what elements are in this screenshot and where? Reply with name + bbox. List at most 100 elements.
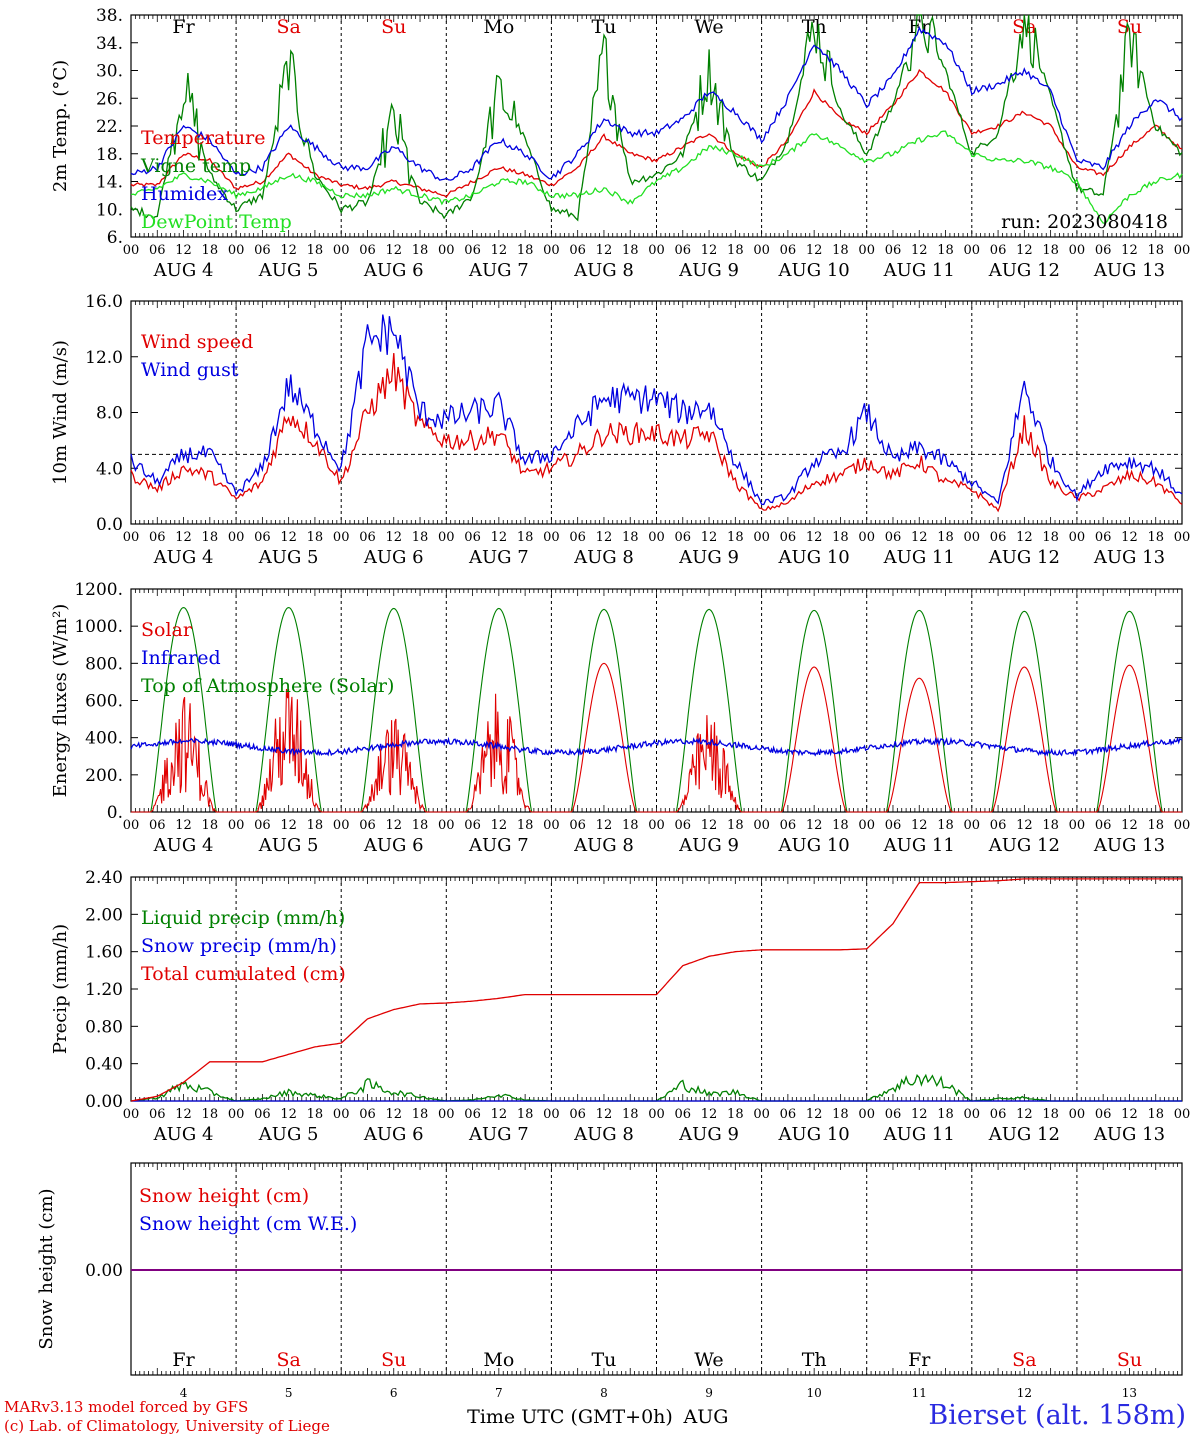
wind-hour-label: 00 — [1174, 530, 1191, 545]
precip-hour-label: 12 — [175, 1107, 192, 1122]
precip-hour-label: 18 — [1147, 1107, 1164, 1122]
energy-ytick-label: 800. — [85, 654, 123, 674]
x-axis-title: Time UTC (GMT+0h) — [467, 1406, 673, 1428]
energy-hour-label: 00 — [1174, 818, 1191, 833]
precip-hour-label: 12 — [806, 1107, 823, 1122]
wind-hour-label: 06 — [464, 530, 481, 545]
energy-hour-label: 00 — [228, 818, 245, 833]
precip-date-label: AUG 5 — [258, 1124, 319, 1145]
precip-ylabel: Precip (mm/h) — [50, 924, 71, 1054]
temp-hour-label: 12 — [175, 243, 192, 258]
energy-panel: 0. 200. 400. 600. 800. 1000. 1200.Energy fluxe… — [50, 580, 1190, 856]
temperature-panel: 6. 10. 14. 18. 22. 26. 30. 34. 38. 2m Temp. (°C) 0… — [50, 6, 1190, 281]
energy-hour-label: 12 — [911, 818, 928, 833]
energy-hour-label: 00 — [333, 818, 350, 833]
temp-hour-label: 06 — [780, 243, 797, 258]
temp-date-label: AUG 4 — [153, 260, 214, 281]
snow-day-number: 11 — [912, 1386, 927, 1400]
energy-hour-label: 18 — [1042, 818, 1059, 833]
energy-ytick-label: 1200. — [74, 580, 123, 600]
station-name: Bierset (alt. 158m) — [928, 1400, 1186, 1431]
energy-date-label: AUG 5 — [258, 835, 319, 856]
wind-date-label: AUG 11 — [883, 547, 955, 568]
energy-series-solar — [131, 662, 1182, 813]
temp-hour-label: 06 — [675, 243, 692, 258]
wind-hour-label: 06 — [675, 530, 692, 545]
temp-ylabel: 2m Temp. (°C) — [50, 60, 71, 192]
temp-hour-label: 18 — [1147, 243, 1164, 258]
snow-day-number: 6 — [390, 1386, 398, 1400]
temp-weekday-label: Mo — [483, 16, 514, 38]
energy-hour-label: 12 — [1016, 818, 1033, 833]
energy-hour-label: 18 — [202, 818, 219, 833]
wind-hour-label: 00 — [333, 530, 350, 545]
energy-hour-label: 12 — [701, 818, 718, 833]
wind-hour-label: 18 — [832, 530, 849, 545]
wind-hour-label: 18 — [937, 530, 954, 545]
temp-hour-label: 00 — [1069, 243, 1086, 258]
temp-hour-label: 06 — [464, 243, 481, 258]
energy-hour-label: 12 — [175, 818, 192, 833]
precip-legend-1: Snow precip (mm/h) — [141, 935, 337, 957]
energy-date-label: AUG 8 — [573, 835, 634, 856]
snow-day-number: 9 — [705, 1386, 713, 1400]
snow-weekday-label: We — [694, 1349, 723, 1371]
temp-ytick-label: 34. — [96, 34, 123, 54]
temp-hour-label: 12 — [280, 243, 297, 258]
energy-hour-label: 00 — [648, 818, 665, 833]
snow-day-number: 13 — [1122, 1386, 1137, 1400]
wind-hour-label: 18 — [1147, 530, 1164, 545]
precip-hour-label: 18 — [1042, 1107, 1059, 1122]
snow-day-number: 8 — [600, 1386, 608, 1400]
wind-hour-label: 12 — [596, 530, 613, 545]
wind-hour-label: 12 — [175, 530, 192, 545]
precip-hour-label: 12 — [911, 1107, 928, 1122]
temp-hour-label: 12 — [1016, 243, 1033, 258]
energy-ytick-label: 600. — [85, 692, 123, 712]
wind-hour-label: 12 — [280, 530, 297, 545]
wind-hour-label: 06 — [254, 530, 271, 545]
energy-hour-label: 12 — [1121, 818, 1138, 833]
precip-date-label: AUG 7 — [468, 1124, 529, 1145]
wind-hour-label: 00 — [858, 530, 875, 545]
energy-hour-label: 18 — [517, 818, 534, 833]
snow-ytick-label: 0.00 — [85, 1261, 123, 1281]
precip-legend-0: Liquid precip (mm/h) — [141, 907, 345, 929]
precip-hour-label: 00 — [648, 1107, 665, 1122]
temp-hour-label: 12 — [596, 243, 613, 258]
wind-series-0 — [130, 353, 1183, 513]
snow-weekday-label: Fr — [172, 1349, 195, 1371]
snow-weekday-label: Su — [381, 1349, 406, 1371]
precip-hour-label: 12 — [701, 1107, 718, 1122]
wind-hour-label: 12 — [1121, 530, 1138, 545]
temp-hour-label: 00 — [753, 243, 770, 258]
temp-hour-label: 18 — [202, 243, 219, 258]
temp-hour-label: 00 — [123, 243, 140, 258]
energy-hour-label: 12 — [280, 818, 297, 833]
temp-hour-label: 06 — [1095, 243, 1112, 258]
energy-date-label: AUG 6 — [363, 835, 424, 856]
precip-panel: 0.00 0.40 0.80 1.20 1.60 2.00 2.40 Precip (mm/h… — [50, 868, 1190, 1145]
energy-date-label: AUG 11 — [883, 835, 955, 856]
wind-hour-label: 06 — [149, 530, 166, 545]
energy-hour-label: 00 — [753, 818, 770, 833]
wind-panel: 0.0 4.0 8.0 12.0 16.0 10m Wind (m/s) 00 06 12 18 A… — [50, 292, 1190, 568]
wind-hour-label: 06 — [780, 530, 797, 545]
precip-hour-label: 00 — [964, 1107, 981, 1122]
energy-hour-label: 18 — [307, 818, 324, 833]
wind-hour-label: 18 — [412, 530, 429, 545]
temp-ytick-label: 26. — [96, 89, 123, 109]
snow-panel: 0.00 Snow height (cm) Snow height (cm) Snow… — [36, 1162, 1183, 1428]
wind-ylabel: 10m Wind (m/s) — [50, 340, 71, 485]
temp-date-label: AUG 12 — [988, 260, 1060, 281]
precip-hour-label: 12 — [280, 1107, 297, 1122]
precip-hour-label: 06 — [990, 1107, 1007, 1122]
wind-hour-label: 12 — [701, 530, 718, 545]
wind-hour-label: 12 — [806, 530, 823, 545]
precip-date-label: AUG 11 — [883, 1124, 955, 1145]
temp-hour-label: 06 — [254, 243, 271, 258]
wind-date-label: AUG 6 — [363, 547, 424, 568]
precip-hour-label: 06 — [569, 1107, 586, 1122]
temp-hour-label: 18 — [937, 243, 954, 258]
temp-date-label: AUG 10 — [778, 260, 850, 281]
